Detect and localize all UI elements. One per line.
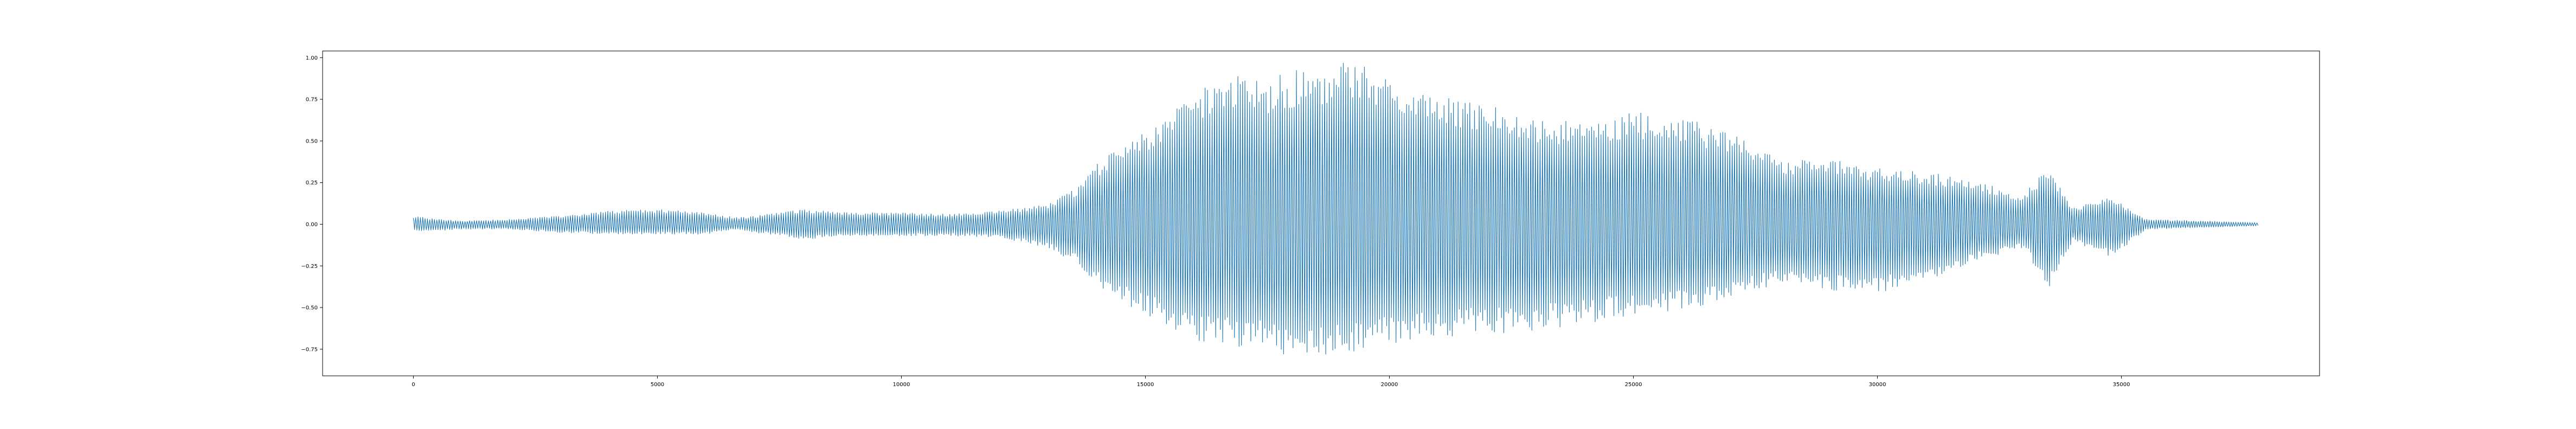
series-line-0 bbox=[413, 62, 2259, 355]
y-tick-label: 0.75 bbox=[306, 97, 318, 103]
x-tick-label: 0 bbox=[412, 382, 415, 388]
x-tick-label: 25000 bbox=[1625, 382, 1642, 388]
axes-layer: 0 5000 10000 15000 20000 25000 30000 35000 −0.75… bbox=[301, 50, 2320, 388]
x-tick-label: 20000 bbox=[1381, 382, 1398, 388]
y-tick-label: −0.50 bbox=[301, 305, 318, 311]
y-tick-label: −0.75 bbox=[301, 347, 318, 353]
y-tick-label: 0.00 bbox=[306, 222, 318, 228]
x-tick-label: 10000 bbox=[893, 382, 910, 388]
y-tick-label: 1.00 bbox=[306, 55, 318, 61]
series-layer bbox=[413, 62, 2259, 355]
y-tick-label: 0.25 bbox=[306, 180, 318, 186]
x-tick-label: 35000 bbox=[2113, 382, 2130, 388]
axes-frame bbox=[322, 50, 2320, 376]
x-tick-label: 30000 bbox=[1869, 382, 1886, 388]
y-tick-label: 0.50 bbox=[306, 138, 318, 144]
x-tick-label: 5000 bbox=[651, 382, 664, 388]
x-tick-label: 15000 bbox=[1137, 382, 1154, 388]
y-tick-label: −0.25 bbox=[301, 264, 318, 270]
